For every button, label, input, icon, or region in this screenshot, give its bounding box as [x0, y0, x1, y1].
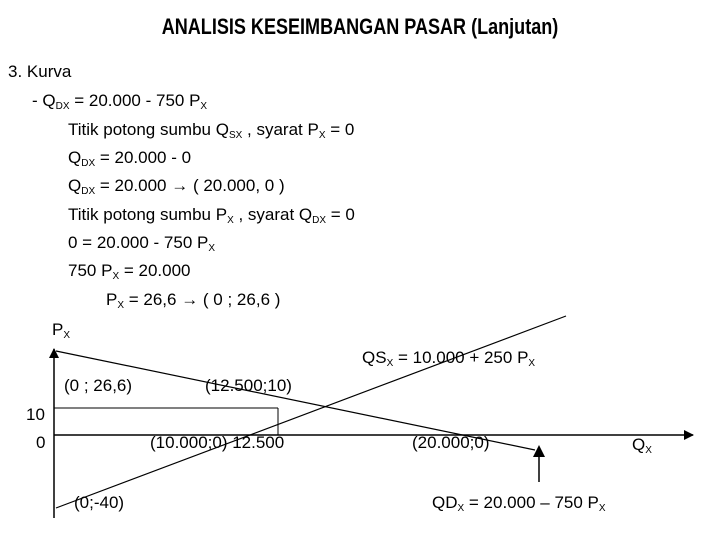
supply-equation-label: QSX = 10.000 + 250 PX: [362, 348, 536, 369]
subscript: X: [528, 358, 536, 369]
text-line-q-intercept-condition: Titik potong sumbu QSX , syarat PX = 0: [68, 120, 355, 141]
text-line-demand-equation: - QDX = 20.000 - 750 PX: [32, 91, 208, 112]
text-segment: 0 = 20.000 - 750 P: [68, 233, 209, 252]
text-line-p-step1: 0 = 20.000 - 750 PX: [68, 233, 216, 254]
text-segment: = 20.000 → ( 20.000, 0 ): [95, 176, 285, 195]
subscript: X: [386, 358, 394, 369]
subscript: X: [457, 503, 465, 514]
text-segment: , syarat P: [242, 120, 319, 139]
y-axis-label: PX: [52, 320, 71, 341]
text-segment: Q: [632, 435, 646, 454]
text-line-q-result: QDX = 20.000 → ( 20.000, 0 ): [68, 176, 285, 197]
text-segment: Titik potong sumbu P: [68, 205, 228, 224]
text-segment: Q: [68, 176, 82, 195]
text-segment: = 26,6 → ( 0 ; 26,6 ): [124, 290, 281, 309]
subscript: DX: [55, 101, 70, 112]
text-segment: = 0: [326, 205, 355, 224]
text-segment: QD: [432, 493, 458, 512]
text-line-q-step1: QDX = 20.000 - 0: [68, 148, 192, 169]
subscript: X: [117, 300, 125, 311]
supply-q-intercept-label: (10.000;0) 12.500: [150, 433, 285, 452]
text-segment: = 20.000 - 750 P: [69, 91, 201, 110]
demand-q-intercept-label: (20.000;0): [412, 433, 490, 452]
text-segment: 3. Kurva: [8, 62, 72, 81]
subscript: X: [208, 243, 216, 254]
subscript: X: [318, 130, 326, 141]
origin-tick-0: 0: [36, 433, 46, 452]
text-segment: = 20.000 - 0: [95, 148, 192, 167]
subscript: SX: [228, 130, 243, 141]
equilibrium-point-label: (12.500;10): [205, 376, 292, 395]
text-segment: Q: [68, 148, 82, 167]
text-segment: QS: [362, 348, 387, 367]
text-line-p-intercept-condition: Titik potong sumbu PX , syarat QDX = 0: [68, 205, 355, 226]
demand-curve: [55, 350, 536, 451]
subscript: X: [227, 215, 234, 226]
text-segment: P: [106, 290, 118, 309]
subscript: DX: [81, 158, 96, 169]
subscript: X: [598, 503, 606, 514]
subscript: DX: [81, 186, 96, 197]
page-title: ANALISIS KESEIMBANGAN PASAR (Lanjutan): [161, 14, 559, 39]
text-segment: - Q: [32, 91, 56, 110]
price-tick-10: 10: [26, 405, 45, 424]
text-segment: = 20.000 – 750 P: [464, 493, 599, 512]
text-segment: = 20.000: [119, 261, 191, 280]
text-line-kurva: 3. Kurva: [8, 62, 71, 82]
subscript: X: [63, 330, 71, 341]
subscript: X: [112, 271, 120, 282]
text-line-p-step2: 750 PX = 20.000: [68, 261, 191, 282]
text-segment: = 0: [325, 120, 355, 139]
text-segment: = 10.000 + 250 P: [393, 348, 529, 367]
x-axis-label: QX: [632, 435, 652, 456]
text-segment: P: [52, 320, 64, 339]
supply-curve: [55, 315, 567, 509]
subscript: X: [200, 101, 208, 112]
text-line-p-result: PX = 26,6 → ( 0 ; 26,6 ): [106, 290, 281, 311]
supply-p-intercept-label: (0;-40): [74, 493, 125, 512]
subscript: DX: [312, 215, 327, 226]
text-segment: 750 P: [68, 261, 113, 280]
subscript: X: [645, 445, 652, 456]
text-segment: , syarat Q: [233, 205, 313, 224]
demand-p-intercept-label: (0 ; 26,6): [64, 376, 133, 395]
text-segment: Titik potong sumbu Q: [68, 120, 229, 139]
demand-equation-label: QDX = 20.000 – 750 PX: [432, 493, 606, 514]
